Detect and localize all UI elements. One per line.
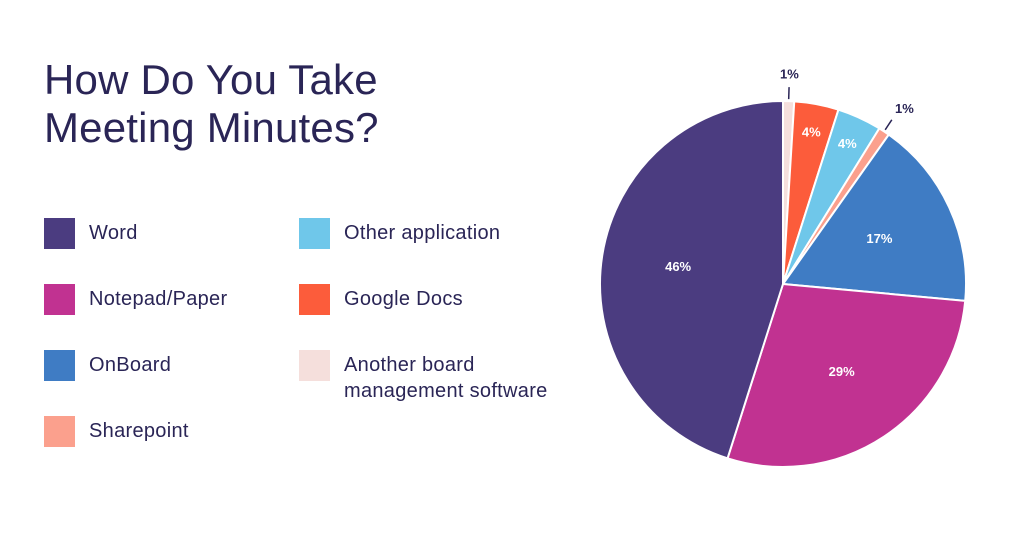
chart-title: How Do You Take Meeting Minutes?	[44, 56, 379, 152]
legend-item-notepad-paper: Notepad/Paper	[44, 284, 227, 315]
legend-swatch-onboard	[44, 350, 75, 381]
pie-slice-word	[599, 99, 784, 460]
pie-label-sharepoint: 1%	[895, 101, 914, 116]
chart-title-line-1: How Do You Take	[44, 56, 378, 103]
pie-label-google-docs: 4%	[802, 124, 821, 139]
pie-label-word: 46%	[665, 259, 691, 274]
legend-label-notepad-paper: Notepad/Paper	[89, 288, 228, 310]
pie-label-notepad-paper: 29%	[829, 364, 855, 379]
legend-swatch-other-application	[299, 218, 330, 249]
pie-label-other-application: 4%	[838, 136, 857, 151]
legend-label-word: Word	[89, 222, 138, 244]
legend-item-sharepoint: Sharepoint	[44, 416, 189, 447]
pie-chart: 1% 4% 4% 1% 17% 29% 46%	[599, 67, 967, 468]
pie-label-another-board-management-software: 1%	[780, 67, 799, 82]
legend-item-google-docs: Google Docs	[299, 284, 463, 315]
legend-label-another-board-software: Another board management software	[344, 350, 584, 404]
legend-swatch-another-board-software	[299, 350, 330, 381]
legend-swatch-sharepoint	[44, 416, 75, 447]
legend-label-other-application: Other application	[344, 222, 501, 244]
legend-swatch-word	[44, 218, 75, 249]
legend-label-onboard: OnBoard	[89, 354, 172, 376]
legend-item-another-board-software: Another board management software	[299, 350, 584, 404]
legend-label-google-docs: Google Docs	[344, 288, 463, 310]
legend-swatch-google-docs	[299, 284, 330, 315]
pie-label-onboard: 17%	[866, 231, 892, 246]
legend-item-word: Word	[44, 218, 138, 249]
legend-label-sharepoint: Sharepoint	[89, 420, 189, 442]
pie-slice-onboard	[781, 133, 967, 302]
chart-title-line-2: Meeting Minutes?	[44, 104, 379, 151]
legend-label-another-board-software-line-1: Another board	[344, 354, 475, 376]
pie-leader-sharepoint	[884, 119, 893, 131]
legend-label-another-board-software-line-2: management software	[344, 380, 548, 402]
legend-item-other-application: Other application	[299, 218, 500, 249]
chart-legend: Word Notepad/Paper OnBoard Sharepoint Ot…	[44, 218, 604, 458]
legend-item-onboard: OnBoard	[44, 350, 171, 381]
legend-swatch-notepad-paper	[44, 284, 75, 315]
pie-slice-notepad-paper	[726, 282, 967, 468]
